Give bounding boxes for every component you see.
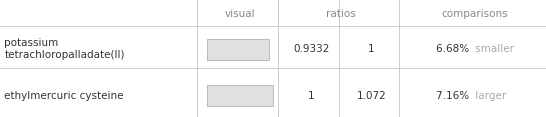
Text: ethylmercuric cysteine: ethylmercuric cysteine xyxy=(4,91,124,101)
Text: 6.68%: 6.68% xyxy=(436,44,472,54)
Text: larger: larger xyxy=(472,91,507,101)
Bar xyxy=(207,39,269,60)
Text: visual: visual xyxy=(225,9,256,19)
Text: 0.9332: 0.9332 xyxy=(293,44,329,54)
Text: 1: 1 xyxy=(308,91,314,101)
Text: 1.072: 1.072 xyxy=(357,91,386,101)
Text: potassium
tetrachloropalladate(II): potassium tetrachloropalladate(II) xyxy=(4,38,125,60)
Text: ratios: ratios xyxy=(327,9,356,19)
Bar xyxy=(207,85,273,106)
Text: comparisons: comparisons xyxy=(442,9,508,19)
Text: 1: 1 xyxy=(368,44,375,54)
Text: smaller: smaller xyxy=(472,44,514,54)
Text: 7.16%: 7.16% xyxy=(436,91,472,101)
